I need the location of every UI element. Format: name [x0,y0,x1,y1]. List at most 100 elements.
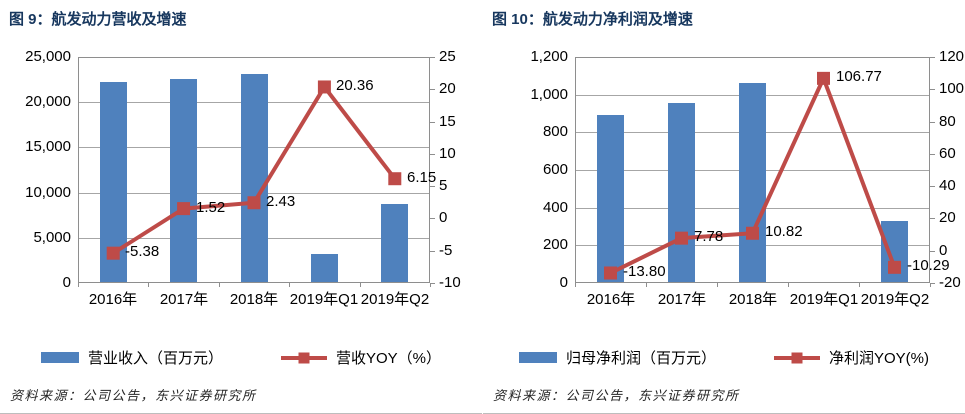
right-axis-tick-label: 5 [439,177,448,194]
legend-item-revenue-bar: 营业收入（百万元） [40,347,223,368]
right-axis-tick-mark [930,218,935,219]
right-axis-tick-label: -10 [439,274,461,291]
x-axis-tick-mark [360,283,361,287]
right-axis-tick-label: 80 [939,113,956,130]
line-marker-swatch-icon [281,352,327,363]
plot-area-border [575,57,930,283]
x-axis-tick-mark [930,283,931,287]
plot-area-border [78,57,430,283]
right-axis-tick-mark [930,122,935,123]
x-axis-tick-mark [575,283,576,287]
right-axis-tick-mark [930,57,935,58]
line-data-label: -10.29 [907,257,950,274]
right-axis-tick-mark [930,251,935,252]
x-axis-category-label: 2019年Q2 [360,291,430,308]
right-axis-tick-label: 100 [939,80,965,97]
legend-label-revenue: 营业收入（百万元） [87,350,223,367]
x-axis-tick-mark [788,283,789,287]
x-axis-tick-mark [148,283,149,287]
right-axis-tick-label: 15 [439,113,456,130]
right-axis-tick-mark [430,154,435,155]
x-axis-tick-mark [430,283,431,287]
legend-label-net-profit: 归母净利润（百万元） [565,350,716,367]
right-axis-tick-mark [430,218,435,219]
right-axis-tick-mark [430,89,435,90]
left-axis-tick-label: 800 [542,123,568,140]
right-axis-tick-mark [930,89,935,90]
x-axis-tick-mark [859,283,860,287]
right-axis-tick-label: 60 [939,145,956,162]
left-axis-tick-label: 0 [62,274,71,291]
right-axis-tick-mark [930,283,935,284]
figure-9-source-note: 资料来源：公司公告，东兴证券研究所 [10,388,257,403]
line-data-label: -5.38 [125,243,160,260]
right-axis-tick-label: 20 [939,209,956,226]
right-axis-tick-label: 25 [439,48,456,65]
right-axis-tick-label: 20 [439,80,456,97]
right-axis-tick-label: 40 [939,177,956,194]
line-data-label: 106.77 [836,68,882,85]
right-axis-tick-label: 10 [439,145,456,162]
x-axis-category-label: 2019年Q1 [789,291,859,308]
x-axis-tick-mark [289,283,290,287]
line-data-label: 7.78 [694,228,724,245]
bar-swatch-icon [518,352,557,363]
x-axis-category-label: 2016年 [88,291,138,308]
x-axis-category-label: 2016年 [586,291,636,308]
legend-item-net-profit-bar: 归母净利润（百万元） [518,347,716,368]
legend-item-revenue-yoy-line: 营收YOY（%） [281,347,441,368]
line-data-label: 1.52 [196,199,226,216]
left-axis-tick-label: 600 [542,161,568,178]
right-axis-tick-mark [430,186,435,187]
right-axis-tick-mark [430,57,435,58]
left-axis-tick-label: 25,000 [25,48,71,65]
figure-10-legend: 归母净利润（百万元） 净利润YOY(%) [483,347,965,368]
right-axis-tick-label: -5 [439,242,453,259]
right-axis-tick-label: 0 [939,242,948,259]
line-data-label: 2.43 [266,193,296,210]
figure-10-source-note: 资料来源：公司公告，东兴证券研究所 [493,388,740,403]
x-axis-category-label: 2019年Q1 [289,291,359,308]
figure-9-legend: 营业收入（百万元） 营收YOY（%） [0,347,482,368]
x-axis-tick-mark [219,283,220,287]
bar-swatch-icon [40,352,79,363]
x-axis-category-label: 2018年 [728,291,778,308]
right-axis-tick-mark [930,154,935,155]
left-axis-tick-label: 400 [542,199,568,216]
x-axis-tick-mark [78,283,79,287]
line-marker-swatch-icon [774,352,820,363]
bar-2019年Q1 [311,254,338,283]
x-axis-category-label: 2017年 [657,291,707,308]
line-data-label: 20.36 [336,77,374,94]
legend-item-net-profit-yoy-line: 净利润YOY(%) [774,347,929,368]
figure-10-panel: 图 10：航发动力净利润及增速 1,200 1,000 800 600 400 200 0 1… [483,0,965,414]
figure-9-title: 图 9：航发动力营收及增速 [9,11,187,28]
x-axis-category-label: 2019年Q2 [860,291,930,308]
right-axis-tick-mark [430,283,435,284]
right-axis-tick-label: 0 [439,209,448,226]
line-data-label: 6.15 [407,169,437,186]
x-axis-tick-mark [646,283,647,287]
right-axis-tick-mark [430,122,435,123]
left-axis-tick-label: 10,000 [25,184,71,201]
right-axis-tick-label: -20 [939,274,961,291]
revenue-combo-chart: 25,000 20,000 15,000 10,000 5,000 0 25 20 15 10 5 0… [0,0,482,414]
line-data-label: -13.80 [623,263,666,280]
legend-label-revenue-yoy: 营收YOY（%） [336,350,442,367]
legend-label-net-profit-yoy: 净利润YOY(%) [829,350,930,367]
left-axis-tick-label: 20,000 [25,93,71,110]
figure-9-panel: 图 9：航发动力营收及增速 25,000 20,000 15,000 10,000 5,… [0,0,482,414]
left-axis-tick-label: 0 [559,274,568,291]
x-axis-category-label: 2018年 [229,291,279,308]
x-axis-category-label: 2017年 [159,291,209,308]
right-axis-tick-mark [930,186,935,187]
left-axis-tick-label: 1,200 [530,48,568,65]
right-axis-tick-mark [430,251,435,252]
left-axis-tick-label: 5,000 [33,229,71,246]
left-axis-tick-label: 200 [542,236,568,253]
line-data-label: 10.82 [765,223,803,240]
x-axis-tick-mark [717,283,718,287]
right-axis-tick-label: 120 [939,48,965,65]
left-axis-tick-label: 1,000 [530,86,568,103]
left-axis-tick-label: 15,000 [25,138,71,155]
